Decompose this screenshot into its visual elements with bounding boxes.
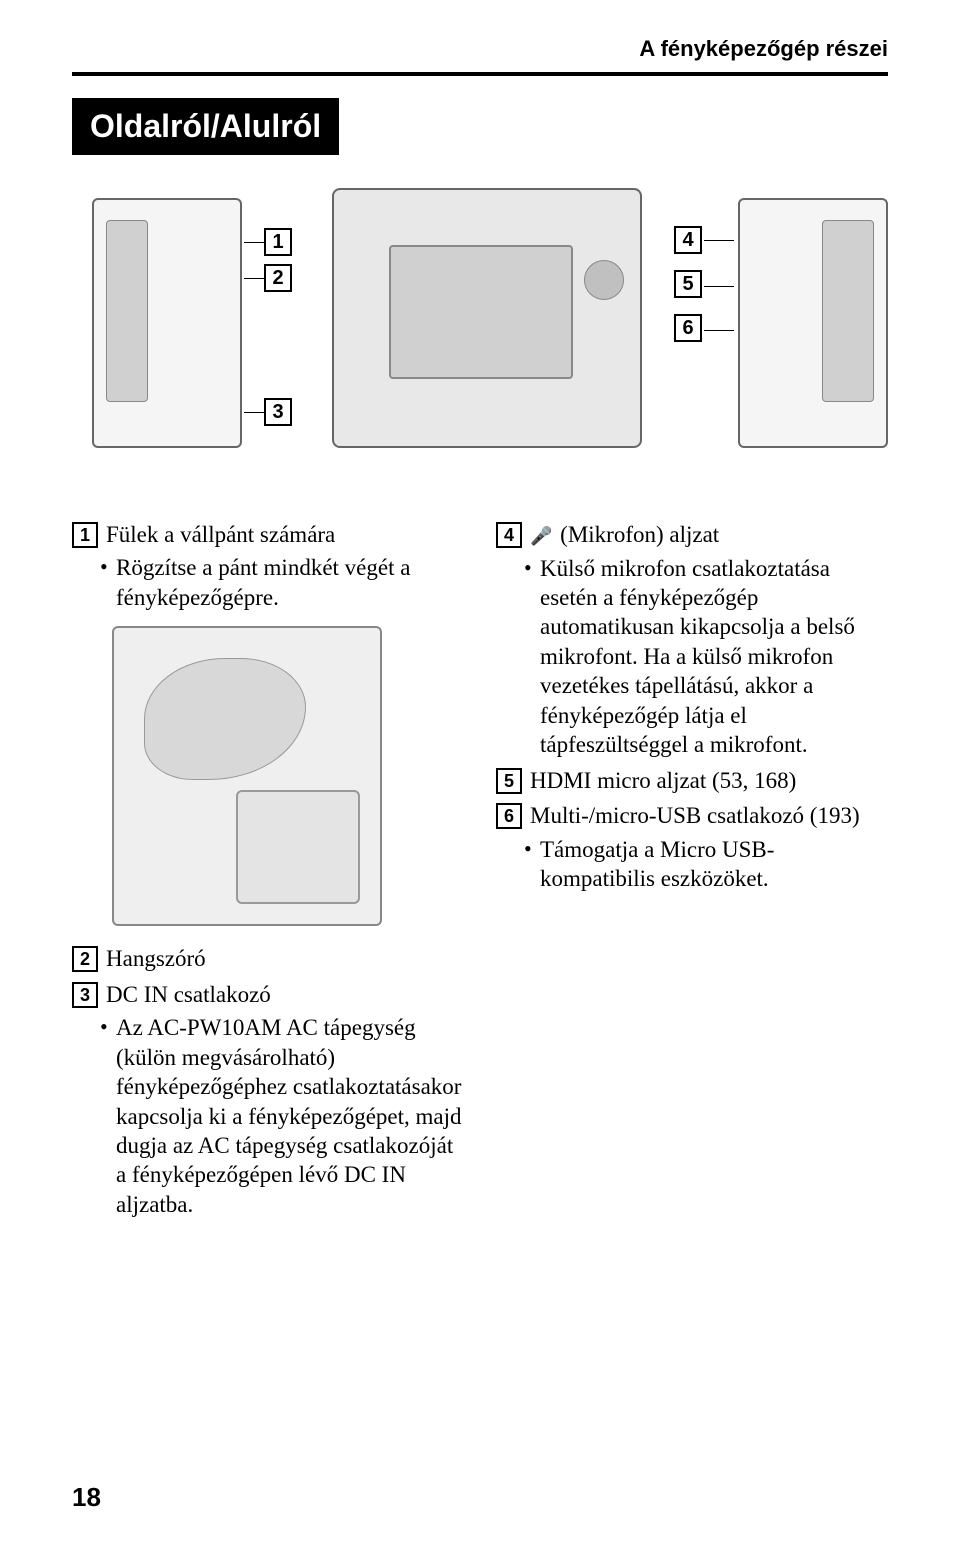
- item-title-4: (Mikrofon) aljzat: [530, 520, 888, 550]
- item-title-1: Fülek a vállpánt számára: [106, 520, 464, 549]
- leader-line: [244, 278, 264, 279]
- list-item-4: 4 (Mikrofon) aljzat Külső mikrofon csatl…: [496, 520, 888, 760]
- callout-number-1: 1: [264, 228, 292, 256]
- leader-line: [244, 242, 264, 243]
- page-number: 18: [72, 1482, 101, 1513]
- camera-side-right-diagram: [738, 198, 888, 448]
- list-item-6: 6 Multi-/micro-USB csatlakozó (193) Támo…: [496, 801, 888, 893]
- strap-attachment-figure: [112, 626, 382, 926]
- camera-side-left-diagram: [92, 198, 242, 448]
- item-title-6: Multi-/micro-USB csatlakozó (193): [530, 801, 888, 830]
- callout-number-5: 5: [674, 270, 702, 298]
- item-number-1: 1: [72, 522, 98, 548]
- item-bullet-3: Az AC-PW10AM AC tápegység (külön megvásá…: [100, 1013, 464, 1219]
- item-bullet-4: Külső mikrofon csatlakoztatása esetén a …: [524, 554, 888, 760]
- content-columns: 1 Fülek a vállpánt számára Rögzítse a pá…: [72, 520, 888, 1225]
- callout-number-4: 4: [674, 226, 702, 254]
- callout-number-6: 6: [674, 314, 702, 342]
- list-item-2: 2 Hangszóró: [72, 944, 464, 973]
- item-title-3: DC IN csatlakozó: [106, 980, 464, 1009]
- right-column: 4 (Mikrofon) aljzat Külső mikrofon csatl…: [496, 520, 888, 1225]
- item-number-3: 3: [72, 982, 98, 1008]
- item-number-2: 2: [72, 946, 98, 972]
- item-bullet-1: Rögzítse a pánt mindkét végét a fényképe…: [100, 553, 464, 612]
- item-title-4-text: (Mikrofon) aljzat: [560, 522, 719, 547]
- leader-line: [704, 286, 734, 287]
- item-number-4: 4: [496, 522, 522, 548]
- list-item-3: 3 DC IN csatlakozó Az AC-PW10AM AC tápeg…: [72, 980, 464, 1220]
- header-chapter-label: A fényképezőgép részei: [639, 36, 888, 62]
- leader-line: [704, 330, 734, 331]
- left-column: 1 Fülek a vállpánt számára Rögzítse a pá…: [72, 520, 464, 1225]
- microphone-icon: [530, 525, 554, 547]
- leader-line: [244, 412, 264, 413]
- callout-number-3: 3: [264, 398, 292, 426]
- camera-back-diagram: [332, 188, 642, 448]
- item-title-5: HDMI micro aljzat (53, 168): [530, 766, 888, 795]
- item-title-2: Hangszóró: [106, 944, 464, 973]
- section-title: Oldalról/Alulról: [72, 98, 339, 155]
- list-item-5: 5 HDMI micro aljzat (53, 168): [496, 766, 888, 795]
- list-item-1: 1 Fülek a vállpánt számára Rögzítse a pá…: [72, 520, 464, 612]
- item-number-5: 5: [496, 768, 522, 794]
- diagram-area: 1 2 3 4 5 6: [72, 168, 888, 488]
- item-bullet-6: Támogatja a Micro USB-kompatibilis eszkö…: [524, 835, 888, 894]
- header-rule: [72, 72, 888, 76]
- item-number-6: 6: [496, 803, 522, 829]
- callout-number-2: 2: [264, 264, 292, 292]
- leader-line: [704, 240, 734, 241]
